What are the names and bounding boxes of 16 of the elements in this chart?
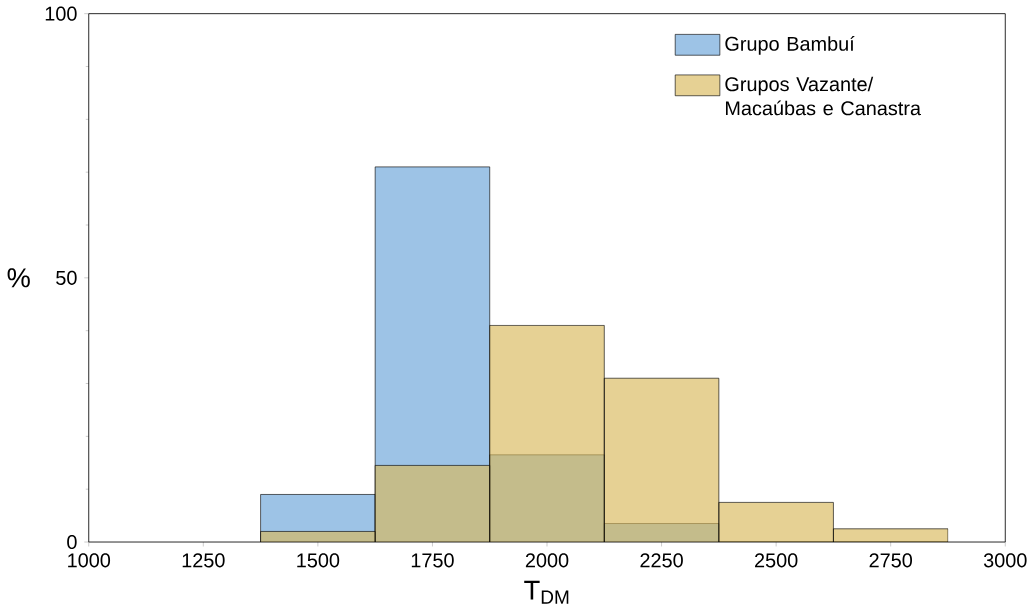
x-tick-label: 1500 — [297, 553, 340, 568]
y-tick-label: 100 — [45, 6, 77, 21]
x-tick-label: 2000 — [525, 553, 569, 568]
y-tick-label: 50 — [56, 270, 77, 285]
x-tick-label: 2500 — [755, 553, 798, 568]
x-tick-label: 2250 — [640, 553, 683, 568]
legend-label: Grupos Vazante/ Macaúbas e Canastra — [725, 76, 922, 116]
x-tick-label: 1000 — [68, 553, 111, 568]
x-tick-label: 2750 — [869, 553, 913, 568]
x-tick-label: 1750 — [411, 553, 454, 568]
y-tick-label: 0 — [67, 534, 77, 549]
x-tick-label: 3000 — [983, 553, 1027, 568]
legend-label: Grupo Bambuí — [725, 35, 855, 55]
x-tick-label: 1250 — [182, 553, 225, 568]
x-axis-title: T$_{DM}$ — [524, 580, 569, 604]
y-axis-title: % — [7, 268, 30, 288]
